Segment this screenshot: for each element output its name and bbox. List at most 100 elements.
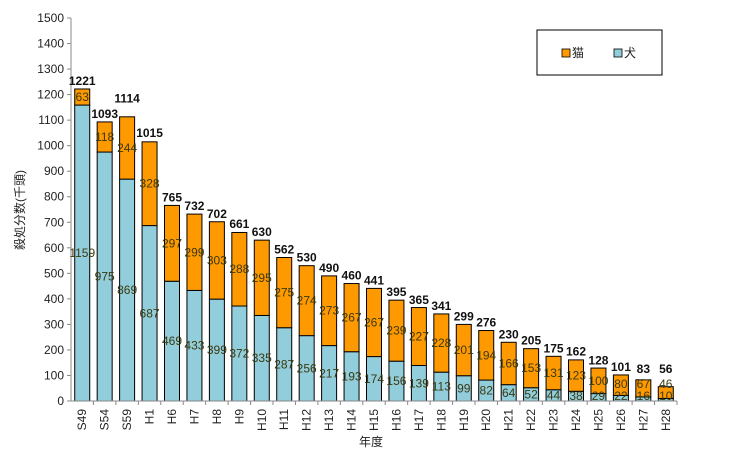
data-label-dog: 287: [274, 357, 294, 371]
data-label-dog: 975: [95, 270, 115, 284]
data-label-cat: 201: [454, 343, 474, 357]
data-label-cat: 328: [140, 177, 160, 191]
bar-cat: [231, 231, 248, 307]
data-label-dog: 335: [252, 351, 272, 365]
bar-cat: [276, 257, 293, 329]
data-label-total: 395: [386, 285, 406, 299]
bar-cat: [523, 348, 540, 389]
bar-cat: [321, 275, 338, 347]
x-tick-label: H10: [255, 409, 269, 431]
data-label-cat: 273: [319, 304, 339, 318]
x-axis-label: 年度: [359, 434, 383, 449]
bar-cat: [96, 121, 113, 153]
data-label-cat: 303: [207, 253, 227, 267]
y-tick-label: 700: [44, 215, 64, 229]
y-tick-label: 800: [44, 190, 64, 204]
bar-cat: [298, 265, 315, 337]
data-label-total: 299: [454, 310, 474, 324]
legend-label-cat: 猫: [572, 46, 584, 60]
data-label-total: 630: [252, 225, 272, 239]
bar-cat: [164, 204, 180, 282]
legend-label-dog: 犬: [624, 46, 636, 60]
bar-cat: [545, 355, 562, 391]
y-tick-label: 1400: [37, 37, 64, 51]
data-label-dog: 44: [547, 388, 561, 402]
data-label-total: 702: [207, 207, 227, 221]
bar-cat: [455, 323, 472, 377]
data-label-cat: 118: [95, 130, 114, 144]
data-label-total: 1114: [114, 92, 140, 106]
bar-cat: [657, 386, 674, 399]
data-label-cat: 194: [476, 348, 496, 362]
bar-cat: [478, 330, 495, 381]
legend: 猫 犬: [536, 29, 663, 76]
bars: [74, 88, 674, 402]
x-tick-label: H14: [345, 409, 359, 431]
data-label-cat: 295: [252, 271, 272, 285]
data-label-total: 341: [431, 299, 451, 313]
data-label-dog: 22: [614, 389, 628, 403]
x-tick-label: H22: [524, 409, 538, 431]
data-label-dog: 469: [162, 334, 182, 348]
data-label-total: 1221: [69, 74, 96, 88]
data-label-cat: 275: [274, 286, 294, 300]
data-label-total: 1093: [91, 107, 118, 121]
x-tick-label: H24: [569, 409, 583, 431]
bar-cat: [141, 141, 158, 227]
bar-cat: [74, 88, 91, 106]
data-label-dog: 52: [524, 387, 538, 401]
data-label-total: 765: [162, 191, 182, 205]
x-tick-label: H21: [502, 409, 516, 431]
x-tick-label: H6: [165, 409, 179, 425]
bar-cat: [208, 221, 225, 300]
x-tick-label: H28: [659, 409, 673, 431]
x-tick-label: H1: [143, 409, 157, 425]
x-tick-label: S49: [75, 409, 89, 431]
bar-cat: [590, 367, 607, 395]
x-tick-label: S59: [120, 409, 134, 431]
y-tick-label: 1100: [38, 113, 64, 127]
data-label-dog: 433: [184, 339, 204, 353]
data-label-total: 732: [184, 199, 204, 213]
data-label-total: 276: [476, 316, 496, 330]
x-tick-label: H7: [187, 409, 201, 425]
data-label-total: 441: [364, 273, 384, 287]
x-tick-label: H20: [479, 409, 493, 431]
data-label-cat: 267: [364, 315, 384, 329]
data-label-cat: 227: [409, 330, 429, 344]
bar-cat: [366, 287, 382, 358]
data-label-dog: 687: [140, 306, 160, 320]
bar-cat: [343, 283, 360, 353]
x-tick-label: H11: [277, 409, 291, 430]
data-label-dog: 16: [637, 389, 651, 403]
y-tick-label: 1200: [37, 88, 64, 102]
data-label-dog: 869: [117, 283, 137, 297]
bar-cat: [388, 299, 405, 362]
y-tick-label: 400: [44, 292, 64, 306]
y-tick-label: 1300: [37, 62, 64, 76]
data-label-dog: 217: [319, 366, 339, 380]
x-tick-label: H9: [232, 409, 246, 425]
data-label-total: 56: [659, 362, 673, 376]
y-axis-label: 殺処分数(千頭): [12, 170, 27, 250]
bar-cat: [119, 116, 136, 180]
data-label-total: 530: [297, 251, 317, 265]
bar-cat: [568, 359, 584, 392]
legend-swatch-cat: [561, 48, 571, 58]
y-axis: 0 100 200 300 400 500 600 700 800 900 1000 1100 1200…: [37, 11, 72, 408]
data-label-dog: 10: [659, 389, 673, 403]
data-label-total: 1015: [136, 126, 163, 140]
data-label-cat: 63: [76, 90, 90, 104]
data-labels: 1159631221975118109386924411146873281015…: [69, 74, 673, 403]
x-tick-label: H8: [210, 409, 224, 425]
data-label-cat: 299: [184, 245, 204, 259]
x-tick-label: H12: [300, 409, 314, 431]
data-label-total: 365: [409, 293, 429, 307]
data-label-dog: 29: [592, 389, 606, 403]
data-label-dog: 64: [502, 386, 516, 400]
bar-cat: [500, 341, 517, 386]
data-label-dog: 139: [409, 376, 429, 390]
data-label-cat: 100: [588, 374, 608, 388]
data-label-cat: 244: [117, 141, 137, 155]
